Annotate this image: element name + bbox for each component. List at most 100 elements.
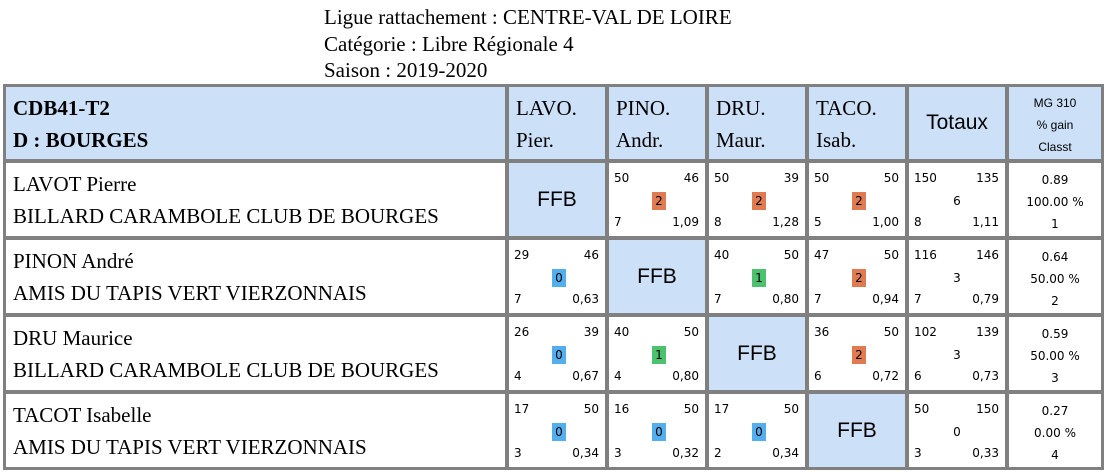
table-title-line1: CDB41-T2	[13, 96, 110, 120]
totals-score: 0	[953, 425, 961, 439]
column-header-cell: DRU. Maur.	[707, 85, 807, 161]
match-opponent-points: 50	[783, 402, 799, 416]
totals-opponent-points: 135	[976, 171, 999, 185]
match-moyenne: 1,09	[672, 215, 699, 229]
player-row: LAVOT Pierre BILLARD CARAMBOLE CLUB DE BO…	[4, 161, 1103, 238]
match-moyenne: 0,94	[872, 292, 899, 306]
match-reprises: 7	[714, 292, 722, 306]
match-score-badge: 2	[852, 346, 866, 364]
results-table: CDB41-T2 D : BOURGES LAVO. Pier. PINO. And…	[3, 84, 1104, 470]
match-points: 29	[514, 248, 530, 262]
match-points: 40	[714, 248, 730, 262]
totals-moyenne: 0,73	[972, 369, 999, 383]
match-moyenne: 0,72	[872, 369, 899, 383]
match-points: 50	[714, 171, 730, 185]
totals-reprises: 7	[914, 292, 922, 306]
table-title-line2: D : BOURGES	[13, 128, 149, 152]
match-moyenne: 1,28	[772, 215, 799, 229]
match-points: 17	[714, 402, 730, 416]
match-cell: 29 46 0 7 0,63	[507, 238, 607, 315]
match-cell: 47 50 2 7 0,94	[807, 238, 907, 315]
mg-value: 0.89	[1041, 173, 1069, 187]
match-points: 26	[514, 325, 530, 339]
player-name: PINON André	[13, 249, 134, 273]
match-reprises: 5	[814, 215, 822, 229]
mg-cell: 0.89 100.00 % 1	[1007, 161, 1103, 238]
column-header-line2: Isab.	[816, 128, 857, 152]
match-score-badge: 0	[652, 423, 666, 441]
match-opponent-points: 46	[683, 171, 699, 185]
match-cell: 50 39 2 8 1,28	[707, 161, 807, 238]
totals-score: 3	[953, 271, 961, 285]
gain-header-label: % gain	[1036, 118, 1074, 132]
player-club: BILLARD CARAMBOLE CLUB DE BOURGES	[13, 204, 439, 228]
match-cell: 40 50 1 7 0,80	[707, 238, 807, 315]
totaux-header-cell: Totaux	[907, 85, 1007, 161]
gain-value: 50.00 %	[1030, 349, 1080, 363]
mg-value: 0.64	[1041, 250, 1069, 264]
totals-points: 102	[914, 325, 937, 339]
totals-cell: 150 135 6 8 1,11	[907, 161, 1007, 238]
totals-reprises: 8	[914, 215, 922, 229]
match-opponent-points: 39	[583, 325, 599, 339]
match-opponent-points: 50	[683, 402, 699, 416]
match-moyenne: 1,00	[872, 215, 899, 229]
player-name: DRU Maurice	[13, 326, 133, 350]
column-header-line2: Maur.	[716, 128, 766, 152]
match-reprises: 3	[614, 446, 622, 460]
totals-moyenne: 1,11	[972, 215, 999, 229]
match-reprises: 4	[514, 369, 522, 383]
ffb-cell: FFB	[707, 315, 807, 392]
header-row: CDB41-T2 D : BOURGES LAVO. Pier. PINO. And…	[4, 85, 1103, 161]
match-reprises: 4	[614, 369, 622, 383]
match-points: 17	[514, 402, 530, 416]
ffb-label: FFB	[537, 187, 577, 211]
column-header-line2: Andr.	[616, 128, 664, 152]
match-score-badge: 1	[752, 269, 766, 287]
ffb-cell: FFB	[807, 392, 907, 469]
column-header-line2: Pier.	[516, 128, 554, 152]
match-score-badge: 0	[552, 423, 566, 441]
saison-line: Saison : 2019-2020	[324, 58, 488, 82]
match-opponent-points: 50	[883, 171, 899, 185]
match-reprises: 2	[714, 446, 722, 460]
mg-cell: 0.59 50.00 % 3	[1007, 315, 1103, 392]
player-cell: PINON André AMIS DU TAPIS VERT VIERZONNAI…	[4, 238, 507, 315]
player-cell: TACOT Isabelle AMIS DU TAPIS VERT VIERZON…	[4, 392, 507, 469]
match-score-badge: 2	[652, 192, 666, 210]
ffb-cell: FFB	[507, 161, 607, 238]
match-cell: 40 50 1 4 0,80	[607, 315, 707, 392]
totals-opponent-points: 139	[976, 325, 999, 339]
player-name: TACOT Isabelle	[13, 403, 152, 427]
match-moyenne: 0,32	[672, 446, 699, 460]
ligue-line: Ligue rattachement : CENTRE-VAL DE LOIRE	[324, 5, 732, 29]
mg-header-cell: MG 310 % gain Classt	[1007, 85, 1103, 161]
match-cell: 26 39 0 4 0,67	[507, 315, 607, 392]
match-opponent-points: 50	[683, 325, 699, 339]
totals-cell: 50 150 0 3 0,33	[907, 392, 1007, 469]
match-points: 40	[614, 325, 630, 339]
ffb-cell: FFB	[607, 238, 707, 315]
match-score-badge: 0	[552, 269, 566, 287]
totaux-header: Totaux	[926, 111, 988, 134]
totals-moyenne: 0,33	[972, 446, 999, 460]
mg-header-label: MG 310	[1033, 96, 1077, 110]
column-header-cell: PINO. Andr.	[607, 85, 707, 161]
match-opponent-points: 46	[583, 248, 599, 262]
match-moyenne: 0,67	[572, 369, 599, 383]
classt-value: 2	[1051, 294, 1059, 308]
match-opponent-points: 50	[883, 325, 899, 339]
column-header-line1: TACO.	[816, 96, 877, 120]
match-reprises: 6	[814, 369, 822, 383]
match-reprises: 8	[714, 215, 722, 229]
match-cell: 50 46 2 7 1,09	[607, 161, 707, 238]
match-cell: 36 50 2 6 0,72	[807, 315, 907, 392]
totals-reprises: 3	[914, 446, 922, 460]
mg-value: 0.59	[1041, 327, 1069, 341]
totals-points: 150	[914, 171, 937, 185]
match-opponent-points: 50	[583, 402, 599, 416]
column-header-cell: TACO. Isab.	[807, 85, 907, 161]
match-moyenne: 0,34	[772, 446, 799, 460]
match-cell: 17 50 0 2 0,34	[707, 392, 807, 469]
player-club: AMIS DU TAPIS VERT VIERZONNAIS	[13, 435, 367, 459]
